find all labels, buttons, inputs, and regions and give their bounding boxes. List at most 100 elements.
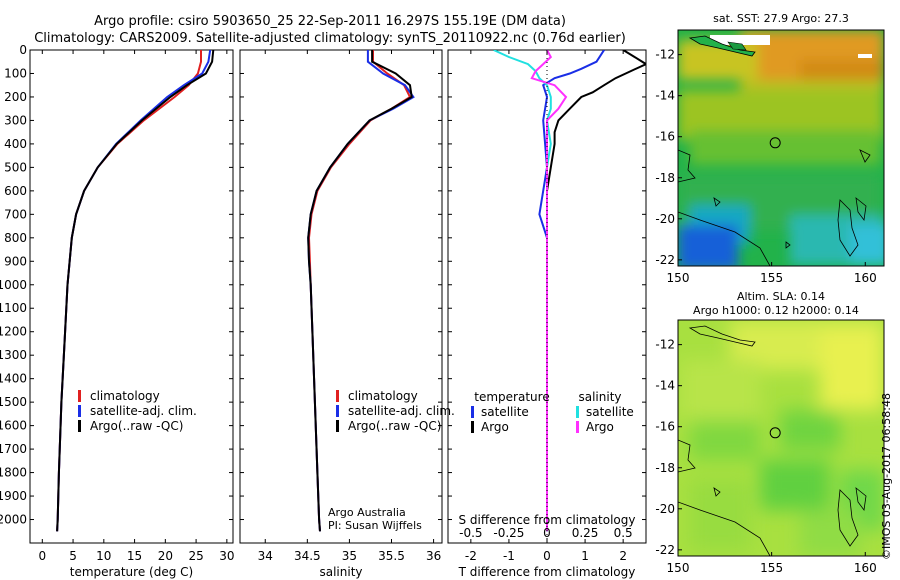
salinity-panel xyxy=(239,49,443,544)
depth-tick-label: 1800 xyxy=(0,466,27,480)
map-xtick-label: 155 xyxy=(760,271,783,285)
depth-tick-label: 1200 xyxy=(0,325,27,339)
map-ytick-label: -20 xyxy=(655,212,675,226)
map-ytick-label: -16 xyxy=(655,420,675,434)
legend-label-satellite-adj-clim: satellite-adj. clim. xyxy=(348,404,455,418)
map-xtick-label: 150 xyxy=(667,271,690,285)
depth-tick-label: 1100 xyxy=(0,301,27,315)
sst-map-title: sat. SST: 27.9 Argo: 27.3 xyxy=(713,12,849,25)
legend-label-salinity-argo: Argo xyxy=(586,420,614,434)
map-ytick-label: -18 xyxy=(655,461,675,475)
map-xtick-label: 160 xyxy=(854,561,877,575)
diff-xtick-label: 2 xyxy=(619,549,627,563)
map-xtick-label: 150 xyxy=(667,561,690,575)
legend-label-temperature-satellite: satellite xyxy=(481,405,529,419)
s-diff-tick-label: -0.25 xyxy=(493,526,524,540)
map-ytick-label: -14 xyxy=(655,379,675,393)
map-ytick-label: -18 xyxy=(655,171,675,185)
temp-xtick-label: 10 xyxy=(96,549,111,563)
climatology-title: Climatology: CARS2009. Satellite-adjuste… xyxy=(34,31,626,46)
depth-tick-label: 2000 xyxy=(0,513,27,527)
diff-xtick-label: 1 xyxy=(581,549,589,563)
depth-tick-label: 100 xyxy=(4,66,27,80)
map-ytick-label: -12 xyxy=(655,338,675,352)
depth-tick-label: 1000 xyxy=(0,278,27,292)
legend-swatch-climatology xyxy=(336,390,339,402)
legend-label-argo-raw-qc: Argo(..raw -QC) xyxy=(348,419,441,433)
map-ytick-label: -22 xyxy=(655,543,675,557)
legend-swatch-salinity-argo xyxy=(576,421,579,433)
legend-swatch-satellite-adj-clim xyxy=(78,405,81,417)
imos-stamp: ©IMOS 03-Aug-2017 06:58:48 xyxy=(880,393,893,560)
sla-map-title: Altim. SLA: 0.14 xyxy=(737,290,825,303)
argo-location-marker xyxy=(769,137,781,149)
temp-series-group xyxy=(56,50,215,532)
map-ytick-label: -16 xyxy=(655,130,675,144)
salinity-annotation: PI: Susan Wijffels xyxy=(328,519,422,532)
map-ytick-label: -22 xyxy=(655,253,675,267)
depth-tick-label: 600 xyxy=(4,184,27,198)
map-ytick-label: -14 xyxy=(655,89,675,103)
legend-label-salinity-satellite: satellite xyxy=(586,405,634,419)
s-diff-axis-label: S difference from climatology xyxy=(459,513,636,527)
diff-xtick-label: 0 xyxy=(543,549,551,563)
depth-tick-label: 1700 xyxy=(0,442,27,456)
sal-xtick-label: 35.5 xyxy=(378,549,405,563)
depth-tick-label: 1500 xyxy=(0,395,27,409)
s-diff-tick-label: -0.5 xyxy=(459,526,482,540)
legend-swatch-temperature-satellite xyxy=(471,406,474,418)
diff-xtick-label: -2 xyxy=(465,549,477,563)
legend-label-climatology: climatology xyxy=(348,389,418,403)
legend-swatch-argo-raw-qc xyxy=(78,420,81,432)
depth-tick-label: 0 xyxy=(19,43,27,57)
sal-xtick-label: 36 xyxy=(426,549,441,563)
depth-tick-label: 300 xyxy=(4,113,27,127)
legend-label-satellite-adj-clim: satellite-adj. clim. xyxy=(90,404,197,418)
s-diff-tick-label: 0.25 xyxy=(572,526,599,540)
depth-tick-label: 900 xyxy=(4,254,27,268)
temp-xtick-label: 5 xyxy=(69,549,77,563)
legend-label-argo-raw-qc: Argo(..raw -QC) xyxy=(90,419,183,433)
depth-tick-label: 500 xyxy=(4,160,27,174)
sal-xtick-label: 34.5 xyxy=(294,549,321,563)
legend-swatch-temperature-argo xyxy=(471,421,474,433)
diff-line-salinity-argo xyxy=(530,50,568,532)
map-xtick-label: 155 xyxy=(760,561,783,575)
diff-series-group xyxy=(493,50,646,532)
sla-map xyxy=(678,320,884,556)
depth-tick-label: 1600 xyxy=(0,419,27,433)
depth-tick-label: 200 xyxy=(4,90,27,104)
temp-xtick-label: 20 xyxy=(158,549,173,563)
sal-xlabel: salinity xyxy=(319,565,362,579)
legend-swatch-satellite-adj-clim xyxy=(336,405,339,417)
legend-title-salinity: salinity xyxy=(578,390,621,404)
diff-xlabel: T difference from climatology xyxy=(458,565,636,579)
salinity-annotation: Argo Australia xyxy=(328,506,406,519)
legend-label-climatology: climatology xyxy=(90,389,160,403)
legend-swatch-climatology xyxy=(78,390,81,402)
depth-tick-label: 1300 xyxy=(0,348,27,362)
legend-title-temperature: temperature xyxy=(474,390,549,404)
map-ytick-label: -12 xyxy=(655,48,675,62)
depth-tick-label: 800 xyxy=(4,231,27,245)
map-ytick-label: -20 xyxy=(655,502,675,516)
depth-tick-label: 400 xyxy=(4,137,27,151)
temp-xtick-label: 15 xyxy=(127,549,142,563)
temp-xtick-label: 25 xyxy=(188,549,203,563)
depth-tick-label: 700 xyxy=(4,207,27,221)
temp-line-argo-raw-qc xyxy=(56,50,215,532)
sal-xtick-label: 35 xyxy=(342,549,357,563)
argo-location-marker xyxy=(769,427,781,439)
legend-swatch-salinity-satellite xyxy=(576,406,579,418)
map-xtick-label: 160 xyxy=(854,271,877,285)
s-diff-tick-label: 0 xyxy=(543,526,551,540)
legend-label-temperature-argo: Argo xyxy=(481,420,509,434)
sal-line-argo-raw-qc xyxy=(307,50,413,532)
temp-xtick-label: 30 xyxy=(219,549,234,563)
sst-map xyxy=(678,30,884,266)
s-diff-tick-label: 0.5 xyxy=(614,526,633,540)
temperature-panel xyxy=(29,49,234,544)
legend-swatch-argo-raw-qc xyxy=(336,420,339,432)
sla-map-subtitle: Argo h1000: 0.12 h2000: 0.14 xyxy=(693,304,859,317)
